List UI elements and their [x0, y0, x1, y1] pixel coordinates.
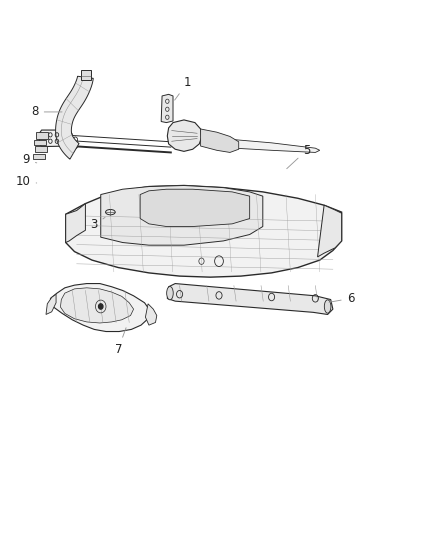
Polygon shape — [66, 185, 342, 277]
Polygon shape — [39, 130, 72, 147]
FancyBboxPatch shape — [33, 154, 45, 159]
Text: 3: 3 — [91, 217, 105, 231]
Ellipse shape — [166, 287, 173, 300]
Polygon shape — [66, 204, 85, 243]
Polygon shape — [234, 140, 320, 152]
Polygon shape — [167, 120, 201, 151]
Text: 1: 1 — [175, 76, 191, 100]
Polygon shape — [60, 288, 134, 323]
Text: 5: 5 — [287, 144, 310, 168]
Text: 6: 6 — [329, 292, 354, 305]
Polygon shape — [201, 129, 239, 152]
Polygon shape — [101, 185, 263, 245]
FancyBboxPatch shape — [36, 132, 48, 139]
FancyBboxPatch shape — [35, 146, 47, 152]
Polygon shape — [161, 94, 173, 123]
Ellipse shape — [324, 300, 331, 313]
FancyBboxPatch shape — [81, 70, 91, 80]
Text: 9: 9 — [22, 154, 37, 166]
Text: 8: 8 — [32, 106, 62, 118]
Circle shape — [99, 304, 103, 309]
Polygon shape — [145, 304, 157, 325]
Polygon shape — [50, 284, 150, 332]
Polygon shape — [318, 205, 342, 257]
Polygon shape — [46, 294, 56, 314]
Polygon shape — [167, 284, 333, 314]
Polygon shape — [56, 76, 93, 159]
Ellipse shape — [106, 209, 115, 215]
Polygon shape — [140, 189, 250, 227]
Text: 7: 7 — [114, 328, 126, 356]
FancyBboxPatch shape — [34, 140, 46, 145]
Text: 10: 10 — [16, 175, 37, 188]
